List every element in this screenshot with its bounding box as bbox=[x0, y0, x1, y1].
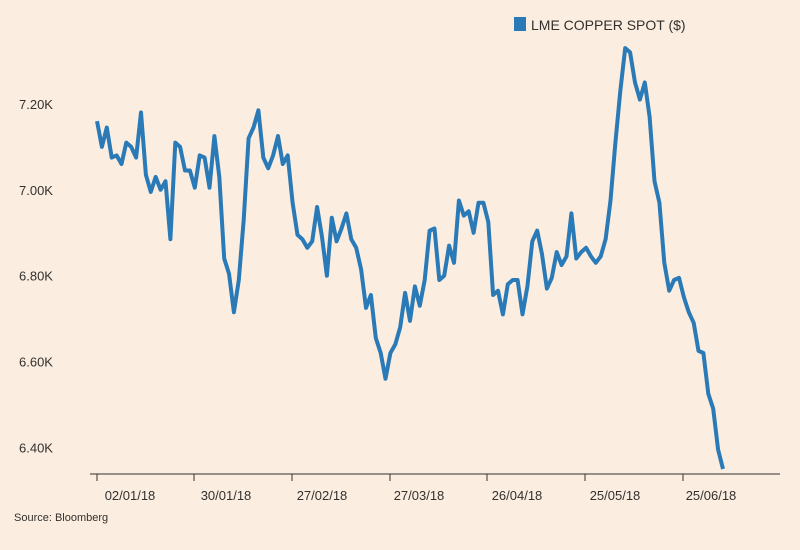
y-tick-label: 6.60K bbox=[19, 355, 53, 370]
legend-label: LME COPPER SPOT ($) bbox=[531, 17, 686, 33]
y-axis-ticks: 6.40K 6.60K 6.80K 7.00K 7.20K bbox=[19, 97, 53, 456]
x-axis-ticks: 02/01/18 30/01/18 27/02/18 27/03/18 26/04/18… bbox=[96, 474, 737, 503]
x-tick-label: 30/01/18 bbox=[201, 488, 252, 503]
y-tick-label: 6.80K bbox=[19, 269, 53, 284]
x-tick-label: 27/03/18 bbox=[394, 488, 445, 503]
y-tick-label: 6.40K bbox=[19, 441, 53, 456]
x-tick-label: 26/04/18 bbox=[492, 488, 543, 503]
legend: LME COPPER SPOT ($) bbox=[514, 17, 686, 33]
legend-swatch bbox=[514, 17, 526, 31]
y-tick-label: 7.00K bbox=[19, 183, 53, 198]
series-layer bbox=[95, 46, 725, 470]
x-tick-label: 27/02/18 bbox=[297, 488, 348, 503]
x-tick-label: 25/06/18 bbox=[686, 488, 737, 503]
y-tick-label: 7.20K bbox=[19, 97, 53, 112]
series-line-copper-spot bbox=[95, 46, 725, 470]
source-note: Source: Bloomberg bbox=[14, 512, 108, 524]
x-tick-label: 25/05/18 bbox=[590, 488, 641, 503]
x-tick-label: 02/01/18 bbox=[105, 488, 156, 503]
